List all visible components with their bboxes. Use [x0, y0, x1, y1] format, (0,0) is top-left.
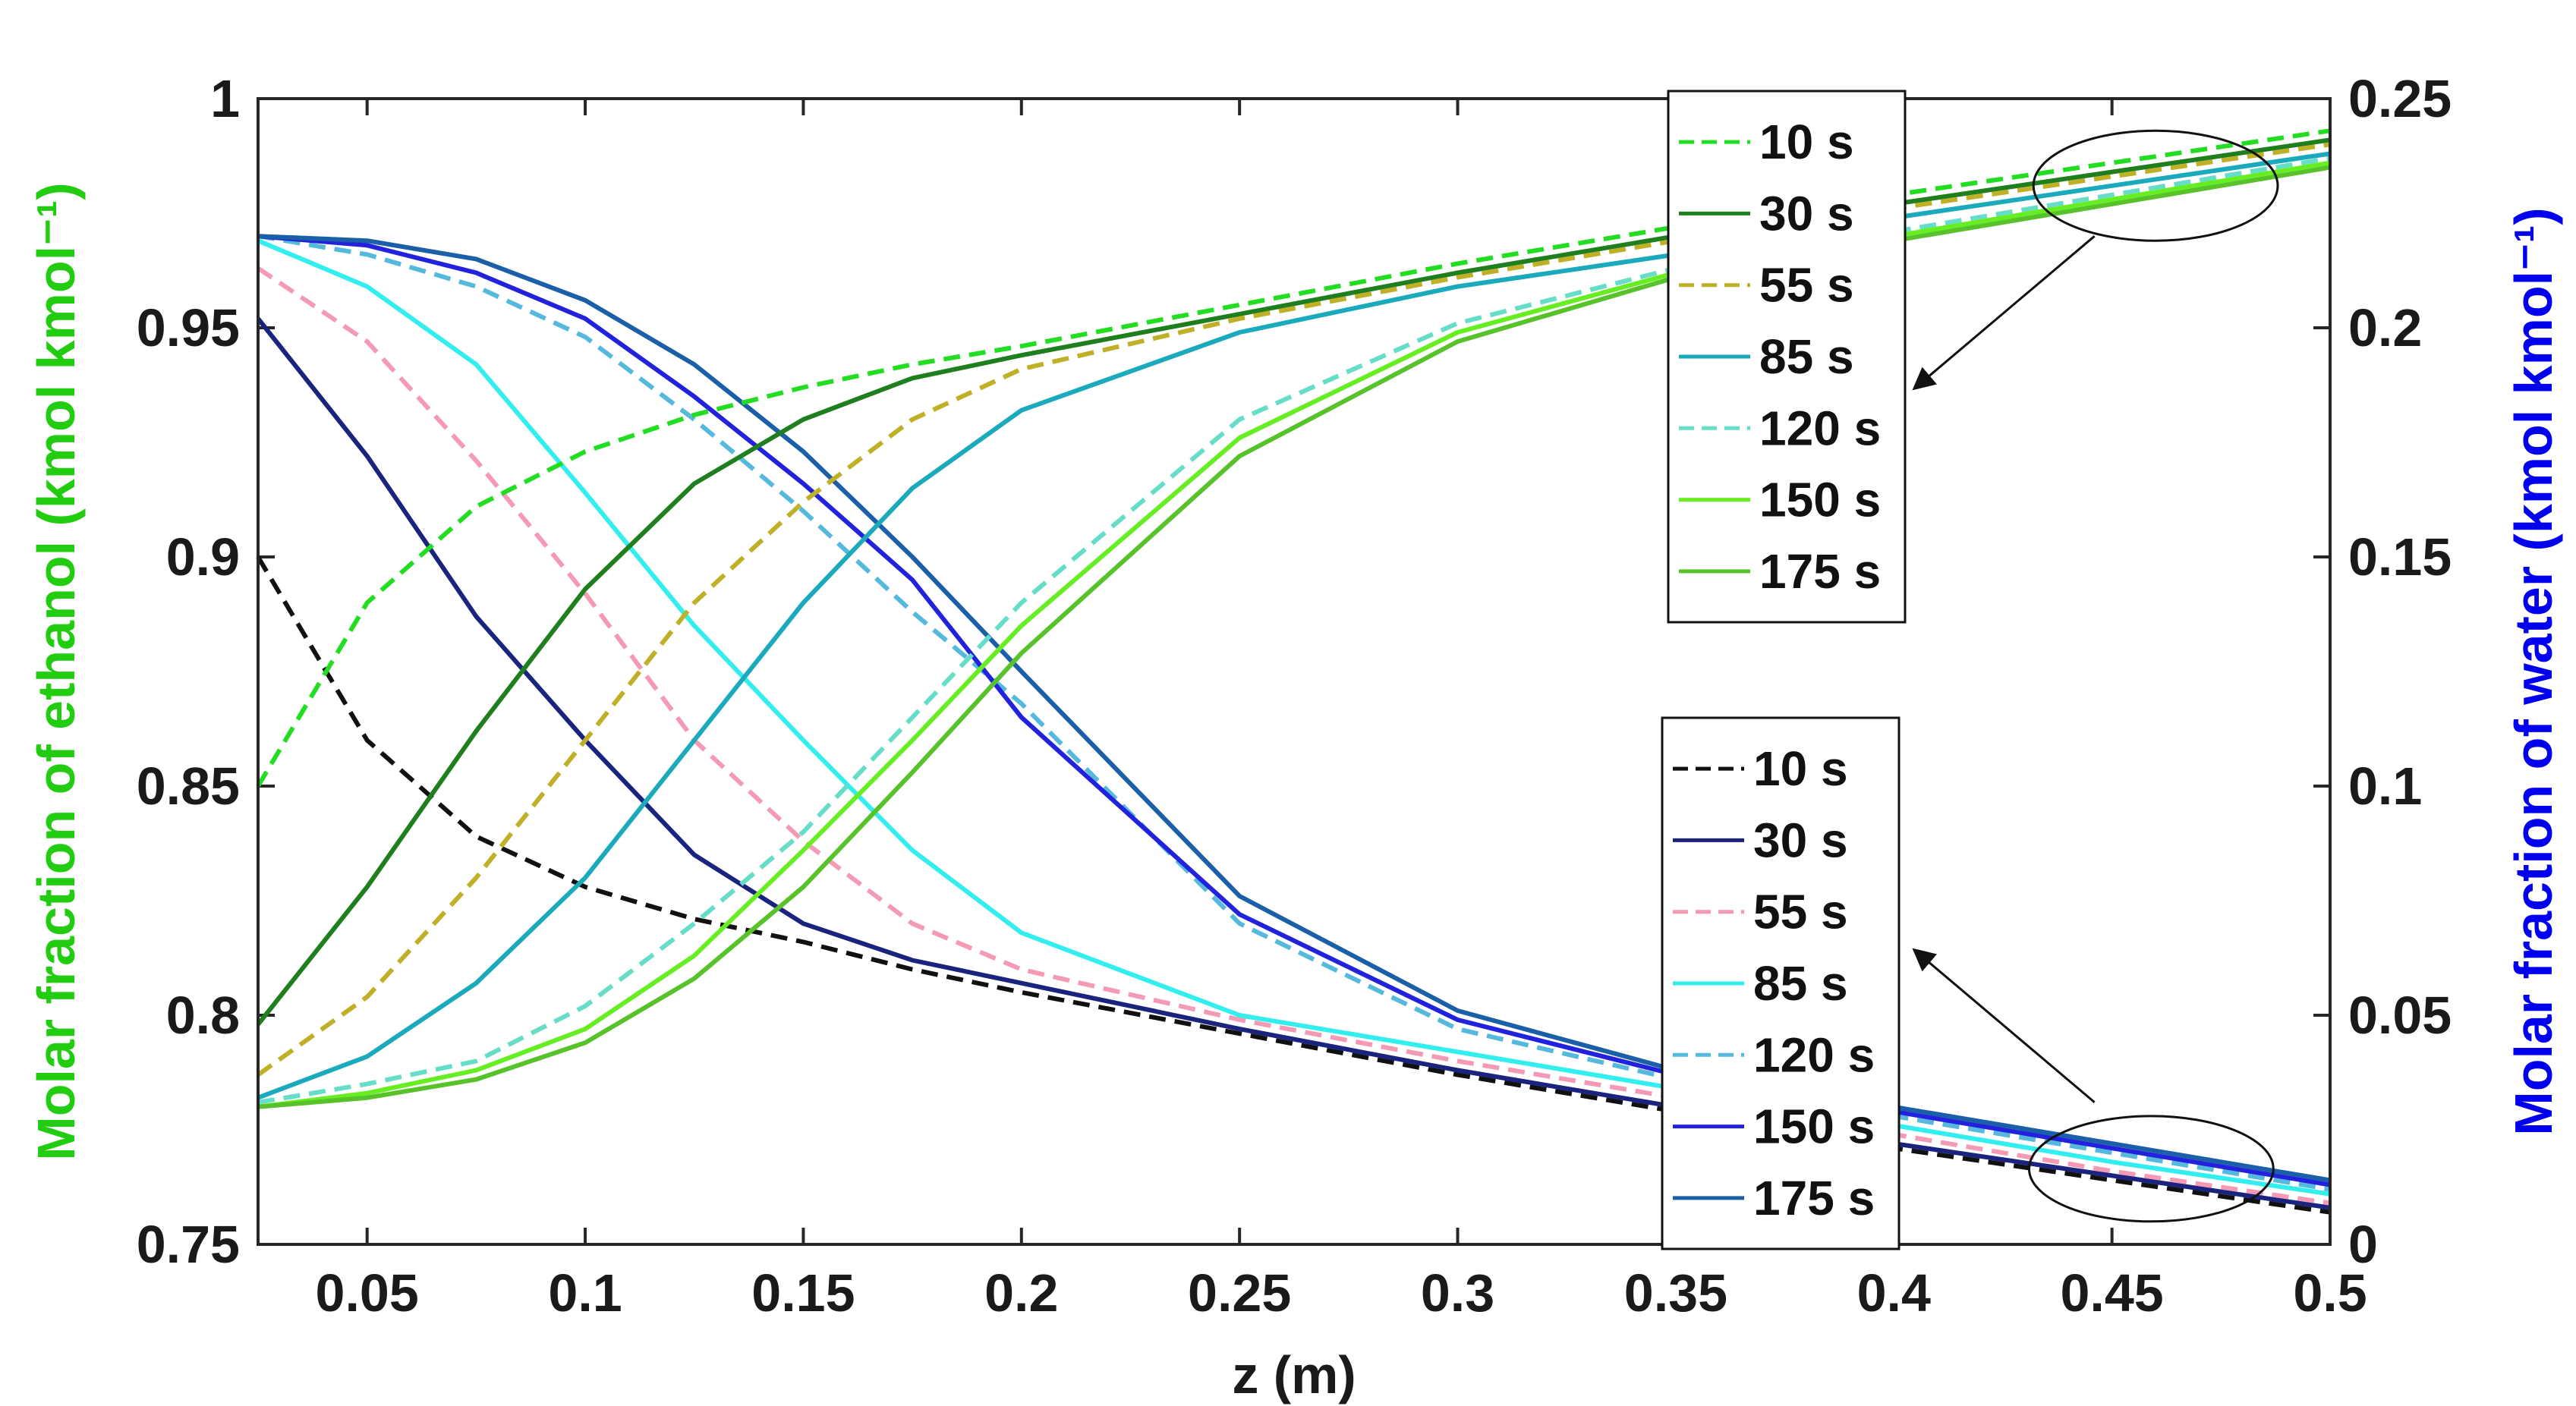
x-tick-label: 0.25: [1188, 1263, 1291, 1323]
plot-area: [258, 99, 2330, 1244]
x-axis-title: z (m): [1232, 1345, 1356, 1404]
y-left-tick-label: 0.85: [137, 756, 240, 816]
y-right-tick-label: 0.15: [2348, 527, 2452, 587]
x-tick-label: 0.1: [548, 1263, 622, 1323]
legend-label: 85 s: [1753, 956, 1848, 1011]
y-right-tick-label: 0.25: [2348, 69, 2452, 128]
y-right-tick-label: 0.1: [2348, 756, 2422, 816]
legend-label: 175 s: [1753, 1171, 1875, 1225]
y-left-axis-title: Molar fraction of ethanol (kmol kmol⁻¹): [27, 182, 86, 1160]
x-tick-label: 0.45: [2061, 1263, 2164, 1323]
annotation-arrow: [1912, 948, 2096, 1103]
ethanol-line-55s: [257, 142, 2331, 1077]
x-tick-label: 0.15: [751, 1263, 855, 1323]
y-right-tick-label: 0.05: [2348, 986, 2452, 1045]
water-line-55s: [257, 266, 2331, 1206]
legend-label: 30 s: [1759, 186, 1854, 241]
y-right-tick-label: 0: [2348, 1215, 2378, 1274]
plot-frame: [257, 97, 2332, 1246]
y-left-tick-label: 0.95: [137, 298, 240, 357]
legend-label: 10 s: [1759, 115, 1854, 169]
legend-label: 55 s: [1753, 885, 1848, 939]
annotation-ellipse: [2027, 1115, 2275, 1223]
x-tick-label: 0.3: [1421, 1263, 1494, 1323]
water-line-120s: [257, 234, 2331, 1192]
legend-label: 120 s: [1759, 401, 1881, 455]
legend-label: 150 s: [1759, 473, 1881, 527]
legend-label: 30 s: [1753, 813, 1848, 867]
legend-ethanol: 10 s 30 s 55 s 85 s 120 s 150 s 175 s: [1667, 90, 1907, 624]
legend-label: 150 s: [1753, 1099, 1875, 1154]
legend-label: 55 s: [1759, 258, 1854, 313]
x-tick-label: 0.35: [1624, 1263, 1727, 1323]
x-tick-label: 0.5: [2293, 1263, 2367, 1323]
annotation-ellipse: [2032, 129, 2279, 242]
y-right-axis-title: Molar fraction of water (kmol kmol⁻¹): [2504, 207, 2563, 1135]
y-right-tick-label: 0.2: [2348, 298, 2422, 357]
x-tick-label: 0.4: [1857, 1263, 1931, 1323]
legend-label: 85 s: [1759, 329, 1854, 384]
legend-label: 120 s: [1753, 1027, 1875, 1082]
annotation-arrow: [1912, 235, 2096, 391]
legend-label: 175 s: [1759, 544, 1881, 599]
y-left-tick-label: 0.9: [166, 527, 240, 587]
y-left-tick-label: 0.8: [166, 986, 240, 1045]
y-left-tick-label: 0.75: [137, 1215, 240, 1274]
x-tick-label: 0.2: [984, 1263, 1058, 1323]
legend-label: 10 s: [1753, 741, 1848, 796]
y-left-tick-label: 1: [210, 69, 240, 128]
x-tick-label: 0.05: [316, 1263, 419, 1323]
legend-water: 10 s 30 s 55 s 85 s 120 s 150 s 175 s: [1661, 716, 1901, 1250]
